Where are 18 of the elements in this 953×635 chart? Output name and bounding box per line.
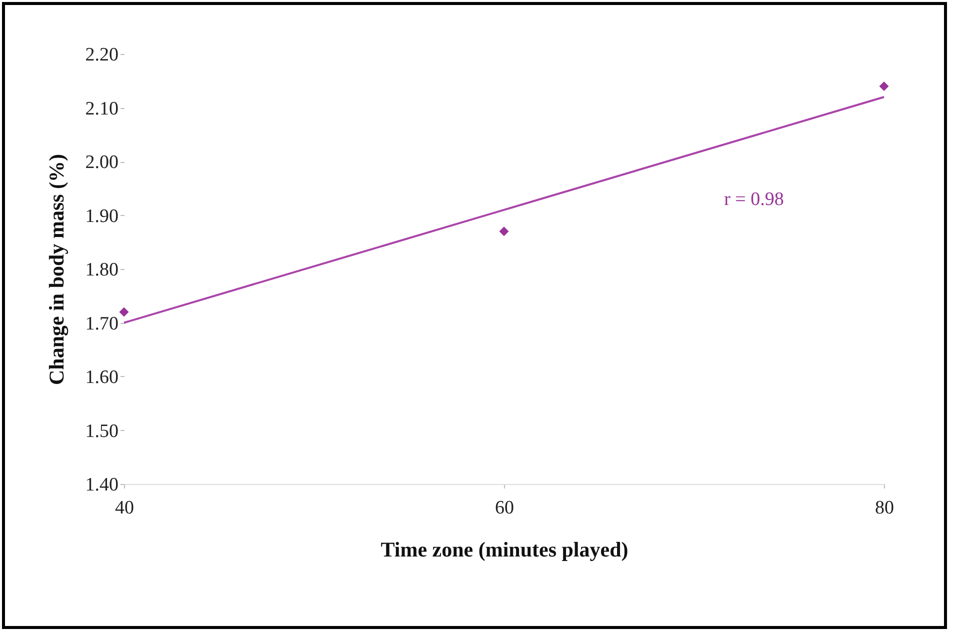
point [879, 82, 889, 91]
y-tick-label: 1.90 [85, 206, 118, 227]
y-tick-label: 2.20 [85, 44, 118, 66]
y-tick-label: 2.00 [85, 152, 118, 173]
y-tick-label: 1.40 [85, 474, 118, 496]
y-tick-label: 1.80 [85, 260, 118, 280]
y-tick-label: 1.50 [85, 420, 118, 442]
y-axis-title: Change in body mass (%) [44, 154, 68, 386]
point [119, 307, 129, 317]
y-tick-label: 1.70 [85, 313, 118, 334]
x-tick-label: 40 [115, 498, 134, 518]
x-axis-title: Time zone (minutes played) [380, 538, 628, 562]
x-tick-label: 80 [875, 498, 894, 518]
point [499, 226, 509, 236]
y-tick-label: 2.10 [85, 98, 118, 120]
x-tick-label: 60 [495, 498, 514, 518]
annotation: r = 0.98 [724, 189, 784, 210]
y-tick-label: 1.60 [85, 367, 118, 388]
